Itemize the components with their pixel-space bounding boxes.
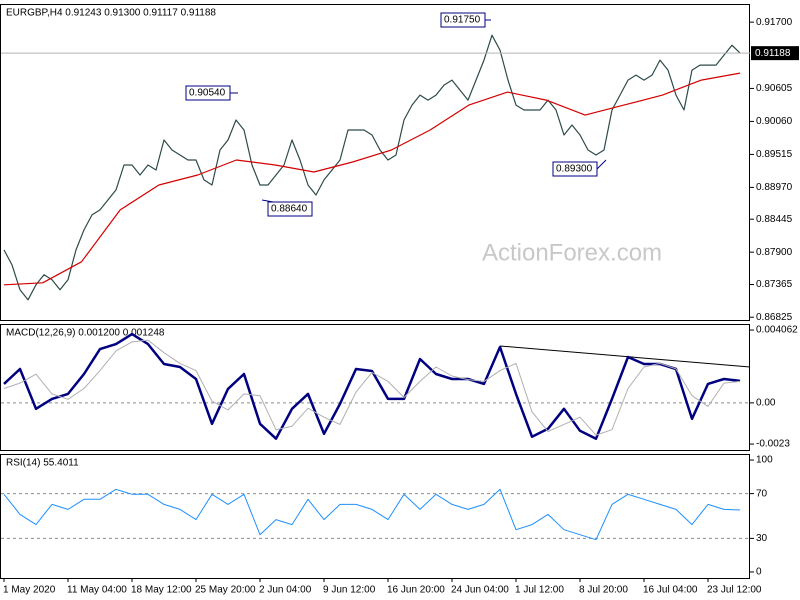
annotation-box [267,201,313,217]
x-tick-label: 8 Jul 20:00 [579,585,628,596]
watermark: ActionForex.com [482,239,662,266]
y-tick-label: 0 [756,567,762,578]
y-tick-label: 0.87365 [756,279,793,290]
panel-title: EURGBP,H4 0.91243 0.91300 0.91117 0.9118… [6,8,216,19]
series-line [3,332,741,440]
y-tick-label: 0.86825 [756,312,793,323]
macd-panel [0,324,750,451]
annotation-label: 0.89300 [556,164,593,175]
panel-title: RSI(14) 55.4011 [6,458,79,469]
x-tick-label: 23 Jul 12:00 [707,585,762,596]
y-tick-label: 0.89515 [756,149,793,160]
series-line [3,34,741,301]
y-tick-label: 0.87900 [756,247,793,258]
x-tick-label: 1 Jul 12:00 [515,585,564,596]
price-panel [0,4,750,321]
annotation-label: 0.90540 [189,88,226,99]
annotation-label: 0.91750 [444,15,481,26]
current-price-label: 0.91188 [755,48,791,59]
x-tick-label: 16 Jul 04:00 [643,585,698,596]
annotation-box [185,85,231,101]
y-tick-label: 0.91700 [756,17,793,28]
rsi-panel [0,454,750,579]
y-tick-label: 100 [756,455,773,466]
x-tick-label: 9 Jun 12:00 [323,585,376,596]
panel-title: MACD(12,26,9) 0.001200 0.001248 [6,328,165,339]
x-tick-label: 16 Jun 20:00 [387,585,445,596]
x-tick-label: 18 May 12:00 [131,585,192,596]
trend-line [499,345,751,368]
y-tick-label: 70 [756,488,768,499]
y-tick-label: 0.90060 [756,116,793,127]
x-tick-label: 24 Jun 04:00 [451,585,509,596]
series-line [3,72,741,286]
x-tick-label: 11 May 04:00 [67,585,127,596]
y-tick-label: 30 [756,533,768,544]
x-tick-label: 25 May 20:00 [195,585,256,596]
x-tick-label: 1 May 2020 [3,585,56,596]
current-price-box [751,46,799,61]
y-tick-label: -0.0023 [756,439,790,450]
annotation-box [440,12,486,28]
annotation-leader [596,159,607,170]
annotation-label: 0.88640 [271,204,308,215]
series-line [3,339,741,436]
y-tick-label: 0.004062 [756,325,798,336]
y-tick-label: 0.88445 [756,214,793,225]
y-tick-label: 0.00 [756,398,776,409]
series-line [3,488,741,541]
annotation-box [552,161,598,177]
y-tick-label: 0.88970 [756,182,793,193]
x-tick-label: 2 Jun 04:00 [259,585,312,596]
y-tick-label: 0.90605 [756,83,793,94]
